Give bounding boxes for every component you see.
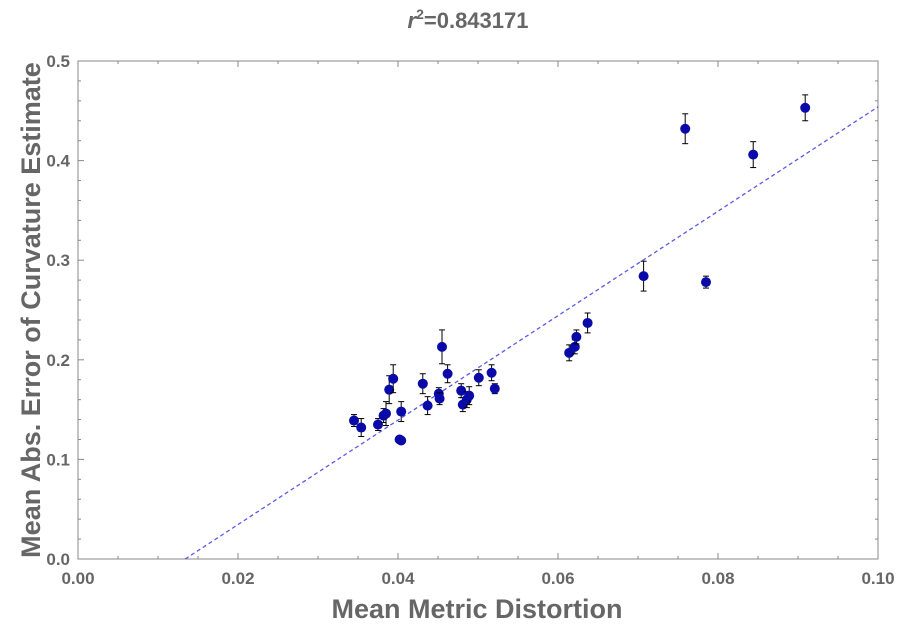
x-tick-label: 0.02 [221, 569, 254, 588]
data-point [489, 383, 500, 395]
plot-frame [77, 60, 879, 560]
data-point [571, 329, 582, 345]
regression-fit-line [184, 106, 879, 560]
data-point [486, 364, 497, 382]
data-point [464, 386, 475, 406]
data-point [396, 435, 407, 446]
data-point [356, 418, 367, 437]
data-point [442, 364, 453, 384]
y-axis-ticks: 0.0 0.1 0.2 0.3 0.4 0.5 [46, 52, 878, 569]
point-marker [569, 341, 580, 352]
point-marker [680, 123, 691, 134]
point-marker [434, 393, 445, 404]
title-r-symbol: r [408, 8, 418, 33]
point-marker [437, 341, 447, 352]
point-marker [464, 390, 475, 401]
data-point [473, 369, 484, 387]
point-marker [417, 378, 428, 389]
title-value: =0.843171 [424, 8, 529, 33]
x-tick-label: 0.10 [861, 569, 894, 588]
x-axis-title: Mean Metric Distortion [331, 594, 622, 624]
point-marker [638, 271, 649, 282]
data-point [680, 113, 691, 145]
point-marker [381, 408, 391, 419]
point-marker [748, 149, 759, 160]
plot-border [77, 60, 879, 560]
data-point [373, 418, 383, 432]
x-tick-label: 0.06 [541, 569, 574, 588]
data-point [422, 396, 433, 416]
point-marker [388, 373, 399, 384]
data-point [638, 260, 649, 292]
y-tick-label: 0.3 [46, 251, 70, 270]
point-marker [422, 400, 433, 411]
data-point [701, 275, 711, 289]
point-marker [396, 406, 407, 417]
data-point [434, 392, 445, 406]
data-point [800, 94, 811, 122]
point-marker [701, 277, 711, 288]
data-point [417, 373, 428, 395]
y-tick-label: 0.1 [46, 450, 70, 469]
data-point [349, 414, 359, 428]
point-marker [396, 435, 407, 446]
y-tick-label: 0.5 [46, 52, 70, 71]
title-exponent: 2 [416, 6, 424, 22]
point-marker [473, 372, 484, 383]
x-tick-label: 0.00 [61, 569, 94, 588]
point-marker [486, 367, 497, 378]
point-marker [800, 102, 811, 113]
data-point [582, 312, 593, 334]
fit-line-layer [184, 106, 879, 560]
point-marker [571, 331, 582, 342]
data-point [396, 401, 407, 423]
point-marker [373, 419, 383, 430]
chart-title: r2=0.843171 [408, 6, 529, 33]
y-axis-title: Mean Abs. Error of Curvature Estimate [16, 62, 46, 558]
data-point [437, 329, 447, 365]
x-tick-label: 0.08 [701, 569, 734, 588]
data-point [381, 401, 391, 427]
point-marker [356, 422, 367, 433]
point-marker [582, 317, 593, 328]
x-axis-ticks: 0.00 0.02 0.04 0.06 0.08 0.10 [61, 61, 895, 588]
y-tick-label: 0.4 [46, 152, 70, 171]
data-points-layer [349, 94, 811, 446]
data-point [564, 344, 575, 362]
point-marker [489, 383, 500, 394]
point-marker [456, 385, 467, 396]
y-tick-label: 0.2 [46, 351, 70, 370]
data-point [388, 364, 399, 394]
data-point [748, 141, 759, 169]
y-tick-label: 0.0 [46, 550, 70, 569]
x-tick-label: 0.04 [381, 569, 415, 588]
point-marker [442, 368, 453, 379]
point-marker [349, 415, 359, 426]
